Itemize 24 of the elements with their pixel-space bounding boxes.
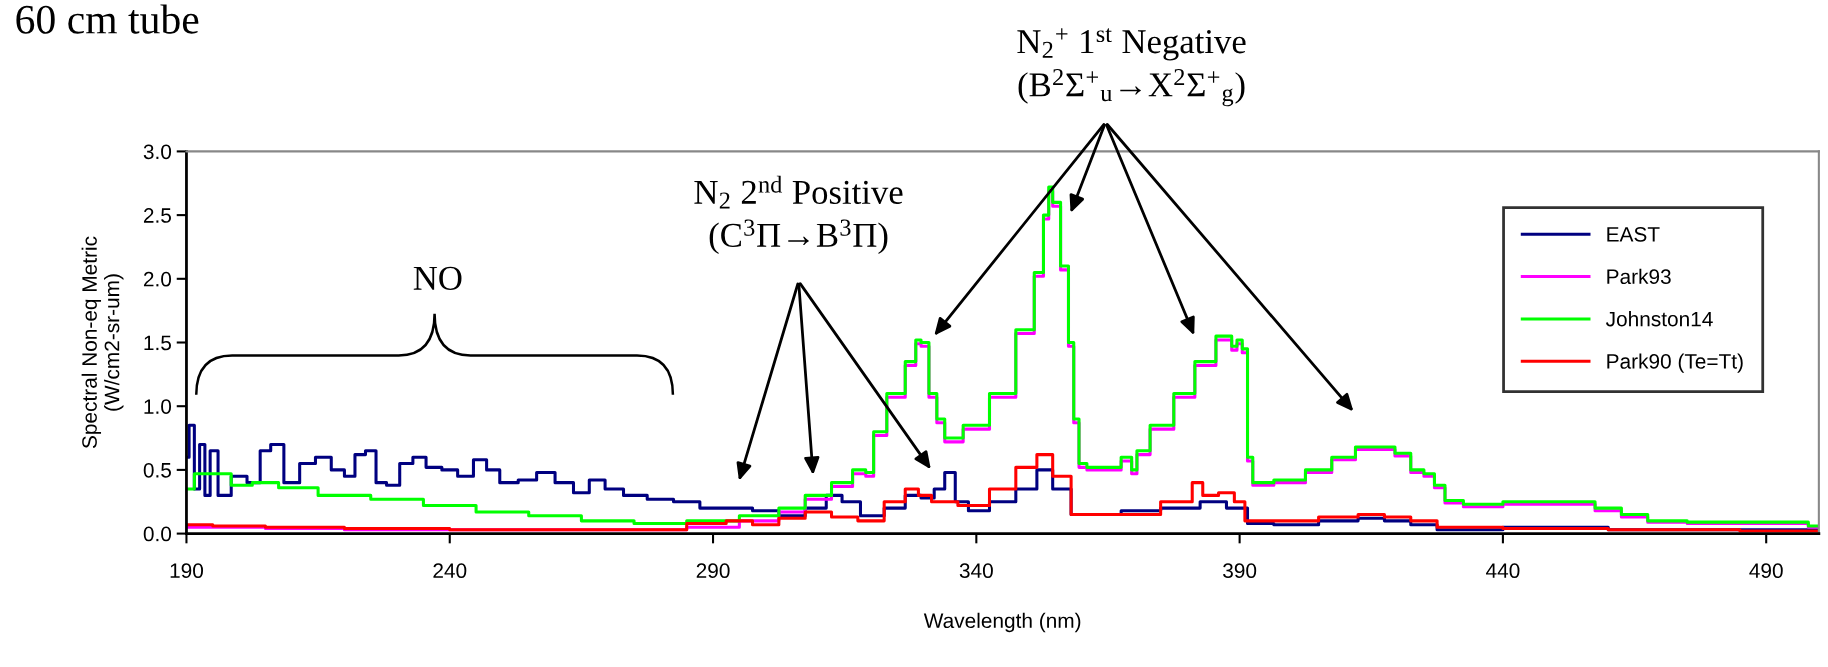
x-tick-label: 290 bbox=[696, 563, 730, 579]
annotation: NO bbox=[413, 266, 462, 291]
legend-label: Johnston14 bbox=[1605, 311, 1713, 327]
chart-title: 60 cm tube bbox=[16, 4, 199, 34]
y-tick-label: 0.0 bbox=[143, 526, 172, 542]
text: N$_{2}$ 2$^{nd}$ Positive (C$^{3}$Π→B$^{3}$Π) bbox=[694, 175, 903, 255]
x-tick-label: 240 bbox=[433, 563, 467, 579]
x-tick-label: 440 bbox=[1486, 563, 1520, 579]
y-axis-title: Spectral Non-eq Metric (W/cm2-sr-um) bbox=[81, 236, 124, 449]
x-tick-label: 390 bbox=[1223, 563, 1257, 579]
y-tick-label: 0.5 bbox=[143, 462, 171, 478]
y-tick-label: 1.5 bbox=[144, 335, 171, 351]
x-axis-title: Wavelength (nm) bbox=[923, 612, 1081, 633]
legend-label: EAST bbox=[1607, 226, 1660, 242]
legend-label: Park90 (Te=Tt) bbox=[1607, 353, 1743, 373]
x-tick-label: 190 bbox=[170, 563, 204, 579]
y-tick-label: 3.0 bbox=[143, 144, 172, 160]
y-tick-label: 2.5 bbox=[143, 208, 171, 223]
x-tick-label: 490 bbox=[1749, 563, 1783, 579]
y-tick-label: 1.0 bbox=[144, 399, 172, 414]
y-tick-label: 2.0 bbox=[143, 271, 172, 287]
x-tick-label: 340 bbox=[959, 563, 993, 579]
legend-label: Park93 bbox=[1607, 268, 1671, 285]
text: N$_{2}$$^{+}$ 1$^{st}$ Negative (B$^{2}$Σ$^{+}$$_{u}$→X$^{2}$Σ$^{+}$$_{g}$) bbox=[1017, 28, 1246, 107]
